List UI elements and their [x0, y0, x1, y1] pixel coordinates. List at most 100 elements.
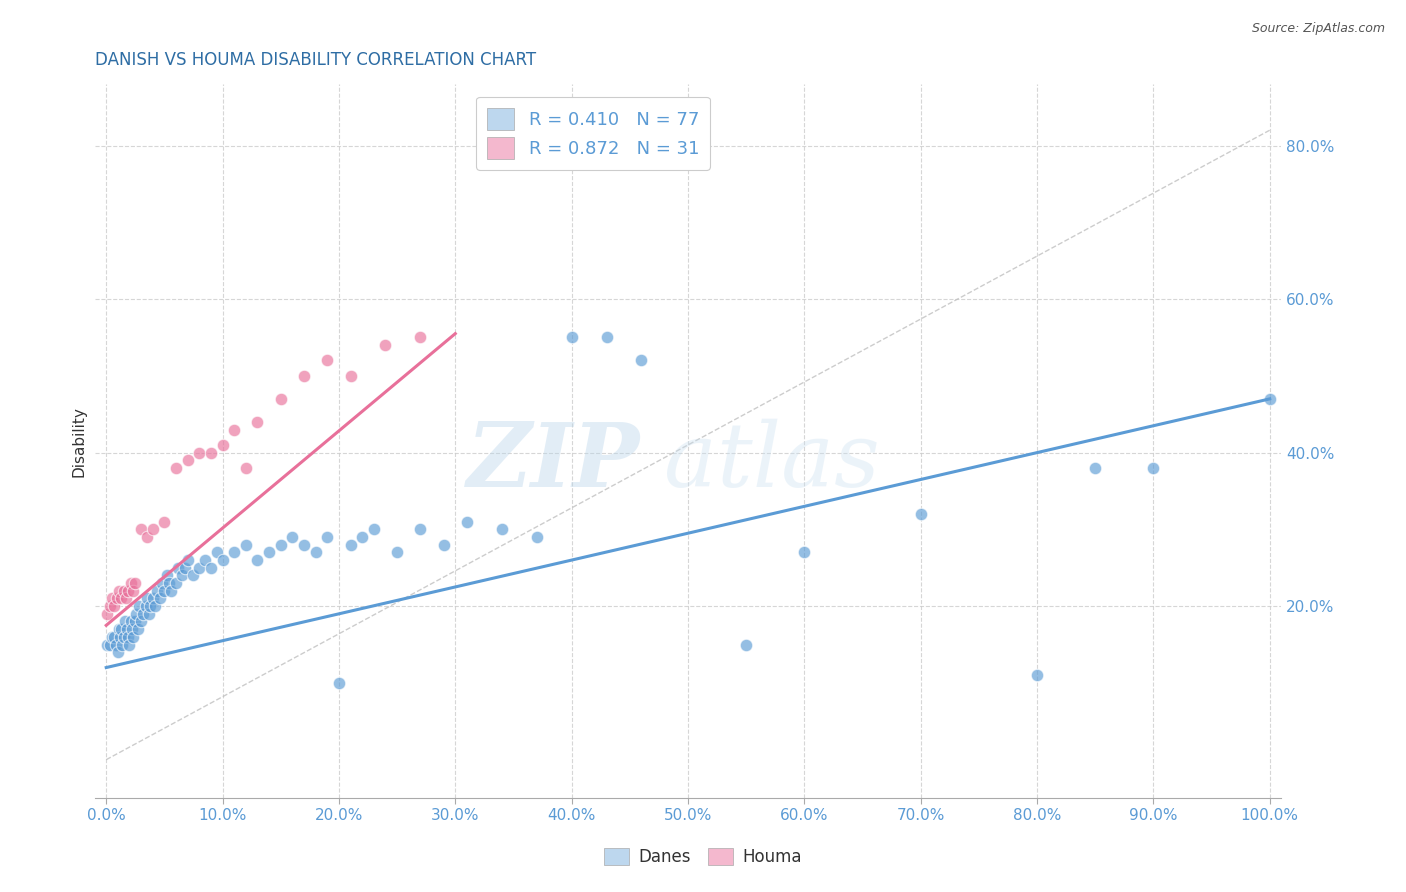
Point	[165, 461, 187, 475]
Text: atlas: atlas	[664, 419, 880, 506]
Point	[118, 638, 141, 652]
Point	[135, 599, 157, 614]
Point	[235, 538, 257, 552]
Point	[121, 622, 143, 636]
Point	[138, 607, 160, 621]
Point	[246, 415, 269, 429]
Point	[292, 538, 315, 552]
Point	[107, 645, 129, 659]
Point	[117, 630, 139, 644]
Point	[433, 538, 456, 552]
Point	[153, 583, 176, 598]
Point	[105, 591, 128, 606]
Point	[157, 576, 180, 591]
Point	[103, 630, 125, 644]
Point	[108, 622, 131, 636]
Point	[1026, 668, 1049, 682]
Point	[115, 591, 138, 606]
Point	[128, 599, 150, 614]
Point	[114, 615, 136, 629]
Point	[224, 423, 246, 437]
Point	[142, 591, 165, 606]
Point	[98, 599, 121, 614]
Point	[149, 591, 172, 606]
Point	[124, 576, 146, 591]
Point	[316, 353, 339, 368]
Point	[200, 561, 222, 575]
Point	[374, 338, 396, 352]
Point	[110, 622, 132, 636]
Point	[224, 545, 246, 559]
Point	[339, 368, 361, 383]
Point	[257, 545, 280, 559]
Point	[270, 392, 292, 406]
Legend: Danes, Houma: Danes, Houma	[598, 841, 808, 873]
Point	[456, 515, 478, 529]
Point	[112, 630, 135, 644]
Point	[211, 553, 233, 567]
Point	[120, 576, 142, 591]
Point	[595, 330, 617, 344]
Point	[328, 676, 350, 690]
Point	[630, 353, 652, 368]
Point	[142, 522, 165, 536]
Point	[143, 599, 166, 614]
Point	[1258, 392, 1281, 406]
Point	[124, 615, 146, 629]
Point	[153, 515, 176, 529]
Point	[188, 445, 211, 459]
Point	[108, 630, 131, 644]
Point	[176, 553, 198, 567]
Point	[101, 630, 124, 644]
Text: Source: ZipAtlas.com: Source: ZipAtlas.com	[1251, 22, 1385, 36]
Point	[115, 622, 138, 636]
Point	[176, 453, 198, 467]
Point	[117, 583, 139, 598]
Text: ZIP: ZIP	[467, 419, 641, 506]
Point	[735, 638, 758, 652]
Point	[146, 583, 169, 598]
Point	[122, 583, 145, 598]
Point	[246, 553, 269, 567]
Point	[108, 583, 131, 598]
Point	[156, 568, 179, 582]
Point	[167, 561, 190, 575]
Point	[281, 530, 304, 544]
Point	[793, 545, 815, 559]
Point	[129, 522, 152, 536]
Point	[174, 561, 197, 575]
Point	[491, 522, 513, 536]
Point	[136, 591, 159, 606]
Point	[339, 538, 361, 552]
Point	[205, 545, 228, 559]
Point	[409, 330, 432, 344]
Point	[526, 530, 548, 544]
Point	[122, 630, 145, 644]
Legend: R = 0.410   N = 77, R = 0.872   N = 31: R = 0.410 N = 77, R = 0.872 N = 31	[477, 96, 710, 169]
Point	[136, 530, 159, 544]
Point	[139, 599, 162, 614]
Point	[129, 615, 152, 629]
Point	[910, 507, 932, 521]
Point	[316, 530, 339, 544]
Point	[132, 607, 155, 621]
Point	[150, 576, 173, 591]
Point	[1084, 461, 1107, 475]
Point	[305, 545, 328, 559]
Point	[194, 553, 217, 567]
Point	[409, 522, 432, 536]
Point	[110, 591, 132, 606]
Point	[103, 599, 125, 614]
Point	[1142, 461, 1164, 475]
Point	[385, 545, 408, 559]
Point	[160, 583, 183, 598]
Point	[561, 330, 583, 344]
Point	[363, 522, 385, 536]
Point	[127, 622, 149, 636]
Point	[120, 615, 142, 629]
Point	[211, 438, 233, 452]
Point	[96, 638, 118, 652]
Point	[98, 638, 121, 652]
Point	[96, 607, 118, 621]
Point	[270, 538, 292, 552]
